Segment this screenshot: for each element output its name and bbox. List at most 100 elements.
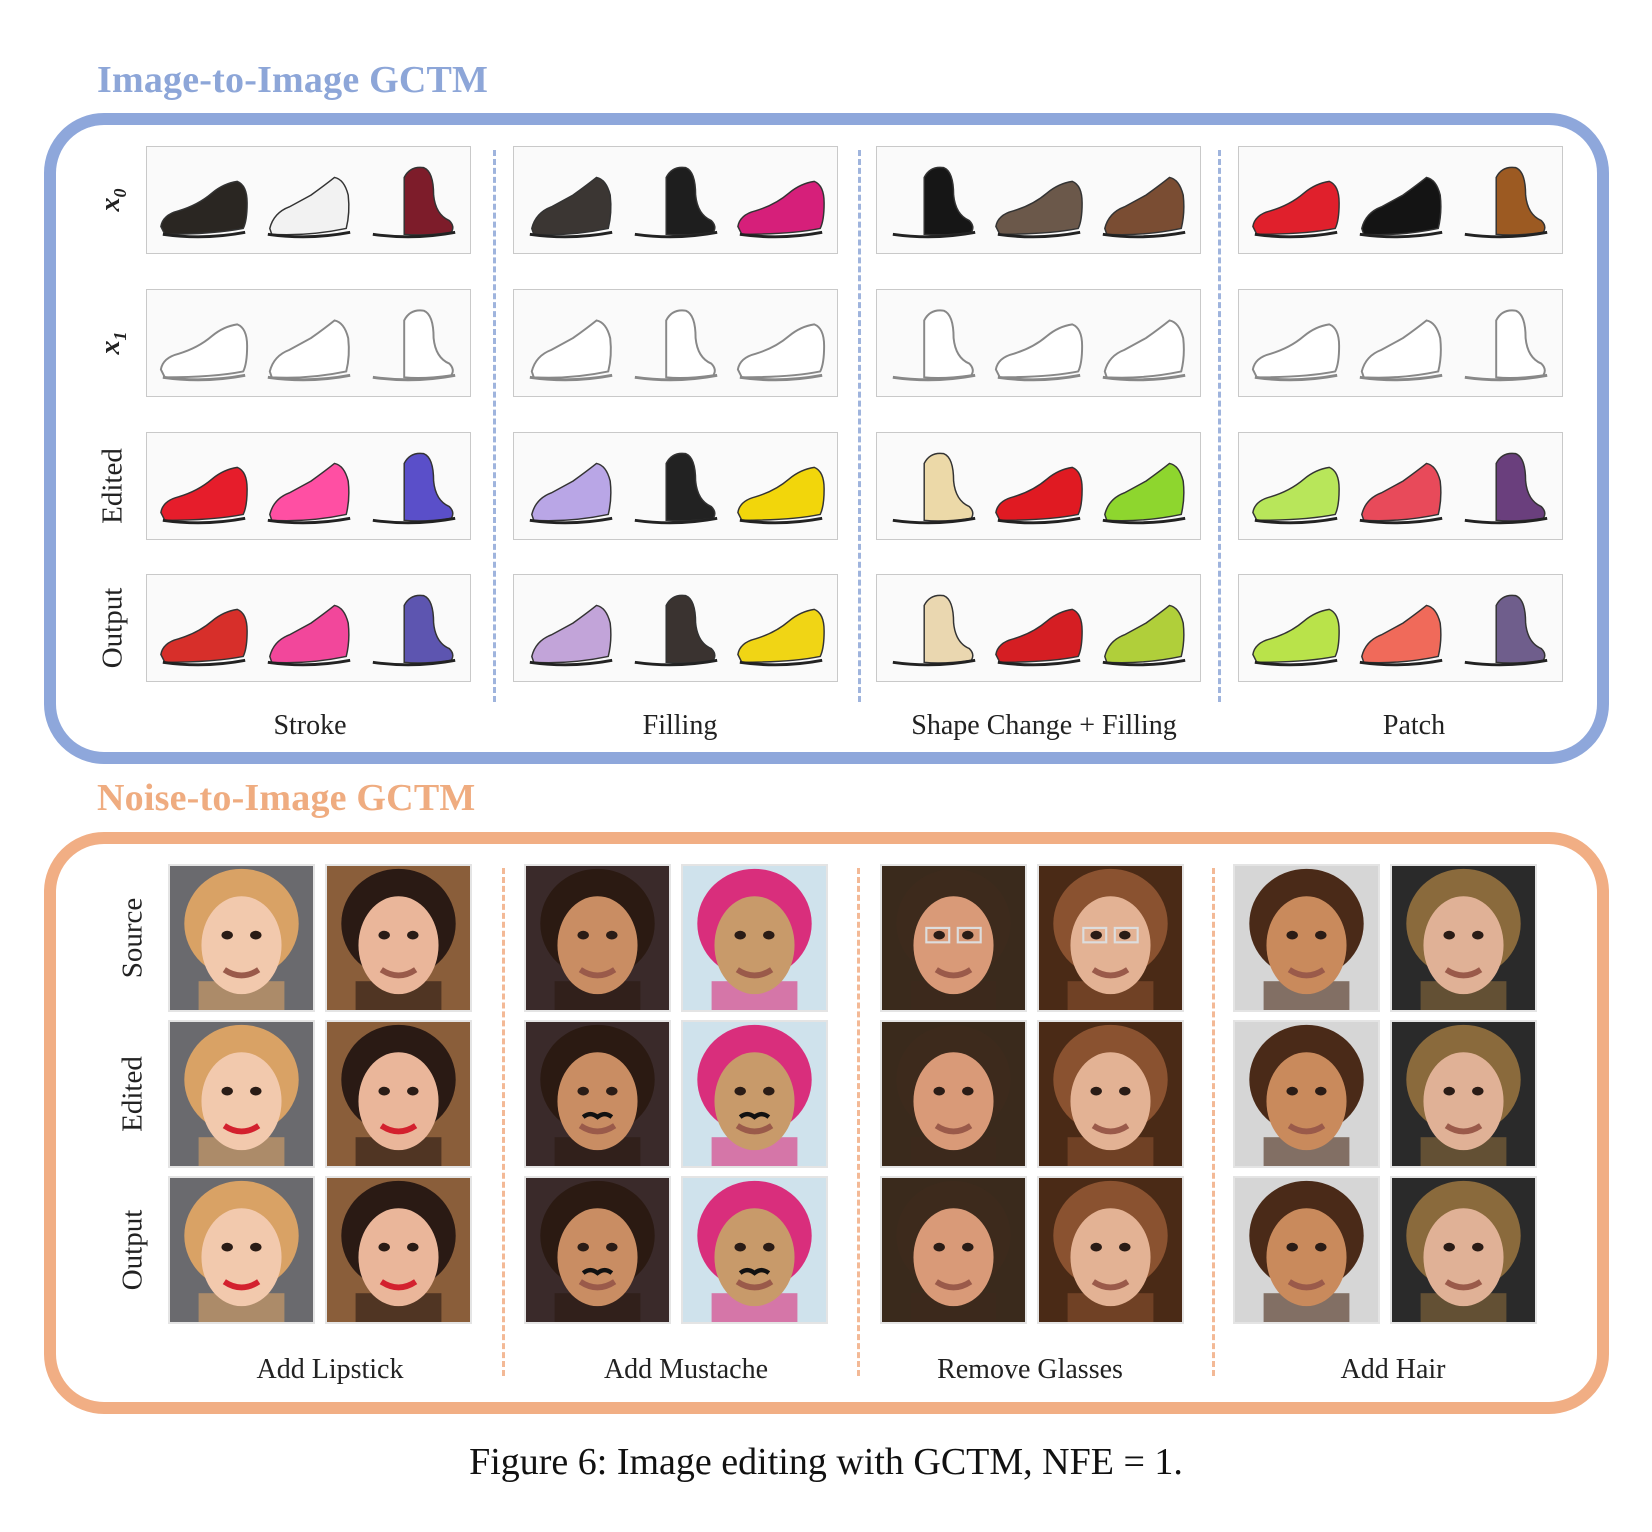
shoe-image bbox=[736, 180, 825, 239]
shoe-image bbox=[159, 608, 248, 667]
shoe-image bbox=[1102, 176, 1185, 239]
shoe-cell-edited-2 bbox=[876, 432, 1201, 540]
column-label-top-0: Stroke bbox=[273, 710, 347, 741]
shoe-image bbox=[1102, 462, 1185, 525]
shoe-cell-x1-2 bbox=[876, 289, 1201, 397]
shoe-image bbox=[372, 309, 455, 382]
shoe-image bbox=[634, 309, 717, 382]
shoe-image bbox=[372, 594, 455, 667]
face-image-2-0-2 bbox=[880, 1176, 1027, 1324]
shoe-image bbox=[892, 309, 975, 382]
column-divider bbox=[858, 150, 861, 702]
image-to-image-title: Image-to-Image GCTM bbox=[97, 59, 489, 101]
column-label-top-1: Filling bbox=[642, 710, 718, 741]
shoe-image bbox=[1102, 604, 1185, 667]
shoe-image bbox=[1464, 594, 1547, 667]
shoe-image bbox=[736, 608, 825, 667]
shoe-image bbox=[892, 166, 975, 239]
row-label-top-0: x0 bbox=[95, 188, 130, 212]
face-image-3-1-0 bbox=[1390, 864, 1537, 1012]
row-label-top-3: Output bbox=[96, 587, 129, 669]
face-image-2-1-0 bbox=[1037, 864, 1184, 1012]
shoe-cell-edited-0 bbox=[146, 432, 471, 540]
column-divider bbox=[1212, 868, 1215, 1376]
face-image-1-0-0 bbox=[524, 864, 671, 1012]
shoe-cell-output-0 bbox=[146, 574, 471, 682]
figure-caption: Figure 6: Image editing with GCTM, NFE =… bbox=[469, 1441, 1183, 1483]
face-image-1-0-1 bbox=[524, 1020, 671, 1168]
column-divider bbox=[502, 868, 505, 1376]
shoe-image bbox=[267, 462, 350, 525]
shoe-image bbox=[1464, 166, 1547, 239]
shoe-image bbox=[1359, 176, 1442, 239]
row-label-bottom-1: Edited bbox=[116, 1056, 149, 1132]
row-label-top-1: x1 bbox=[95, 331, 130, 355]
shoe-image bbox=[267, 604, 350, 667]
image-to-image-panel bbox=[44, 113, 1609, 764]
face-image-3-0-1 bbox=[1233, 1020, 1380, 1168]
noise-to-image-title: Noise-to-Image GCTM bbox=[97, 777, 476, 819]
face-image-0-0-0 bbox=[168, 864, 315, 1012]
shoe-image bbox=[1251, 466, 1340, 525]
shoe-image bbox=[634, 452, 717, 525]
face-image-3-0-0 bbox=[1233, 864, 1380, 1012]
shoe-cell-output-3 bbox=[1238, 574, 1563, 682]
shoe-image bbox=[1359, 604, 1442, 667]
shoe-image bbox=[529, 319, 612, 382]
shoe-cell-x0-2 bbox=[876, 146, 1201, 254]
face-image-3-1-2 bbox=[1390, 1176, 1537, 1324]
shoe-image bbox=[1251, 608, 1340, 667]
column-divider bbox=[857, 868, 860, 1376]
row-label-top-2: Edited bbox=[96, 448, 129, 524]
column-label-top-2: Shape Change + Filling bbox=[911, 710, 1177, 741]
face-image-1-1-2 bbox=[681, 1176, 828, 1324]
face-image-2-1-1 bbox=[1037, 1020, 1184, 1168]
shoe-cell-edited-1 bbox=[513, 432, 838, 540]
shoe-image bbox=[1464, 452, 1547, 525]
shoe-image bbox=[994, 466, 1083, 525]
face-image-2-0-0 bbox=[880, 864, 1027, 1012]
shoe-cell-x1-1 bbox=[513, 289, 838, 397]
noise-to-image-panel bbox=[44, 832, 1609, 1414]
row-label-bottom-2: Output bbox=[116, 1209, 149, 1291]
shoe-image bbox=[892, 594, 975, 667]
shoe-image bbox=[1251, 323, 1340, 382]
face-image-0-1-2 bbox=[325, 1176, 472, 1324]
shoe-cell-x1-0 bbox=[146, 289, 471, 397]
shoe-image bbox=[634, 594, 717, 667]
shoe-image bbox=[529, 462, 612, 525]
column-label-bottom-1: Add Mustache bbox=[603, 1354, 769, 1385]
shoe-image bbox=[634, 166, 717, 239]
shoe-image bbox=[994, 323, 1083, 382]
face-image-3-0-2 bbox=[1233, 1176, 1380, 1324]
shoe-image bbox=[529, 604, 612, 667]
shoe-image bbox=[1359, 462, 1442, 525]
face-image-3-1-1 bbox=[1390, 1020, 1537, 1168]
shoe-cell-x0-0 bbox=[146, 146, 471, 254]
shoe-image bbox=[736, 323, 825, 382]
shoe-image bbox=[372, 452, 455, 525]
face-image-1-1-0 bbox=[681, 864, 828, 1012]
column-label-bottom-0: Add Lipstick bbox=[256, 1354, 404, 1385]
face-image-1-1-1 bbox=[681, 1020, 828, 1168]
shoe-image bbox=[1102, 319, 1185, 382]
shoe-cell-x0-3 bbox=[1238, 146, 1563, 254]
face-image-0-1-0 bbox=[325, 864, 472, 1012]
shoe-image bbox=[159, 323, 248, 382]
shoe-image bbox=[267, 176, 350, 239]
shoe-image bbox=[159, 180, 248, 239]
face-image-2-1-2 bbox=[1037, 1176, 1184, 1324]
face-image-2-0-1 bbox=[880, 1020, 1027, 1168]
face-image-0-1-1 bbox=[325, 1020, 472, 1168]
shoe-cell-output-2 bbox=[876, 574, 1201, 682]
face-image-0-0-1 bbox=[168, 1020, 315, 1168]
shoe-cell-edited-3 bbox=[1238, 432, 1563, 540]
shoe-image bbox=[736, 466, 825, 525]
column-label-bottom-3: Add Hair bbox=[1340, 1354, 1446, 1385]
shoe-image bbox=[892, 452, 975, 525]
shoe-image bbox=[994, 608, 1083, 667]
shoe-cell-x0-1 bbox=[513, 146, 838, 254]
shoe-image bbox=[1464, 309, 1547, 382]
shoe-image bbox=[994, 180, 1083, 239]
column-label-bottom-2: Remove Glasses bbox=[937, 1354, 1123, 1385]
